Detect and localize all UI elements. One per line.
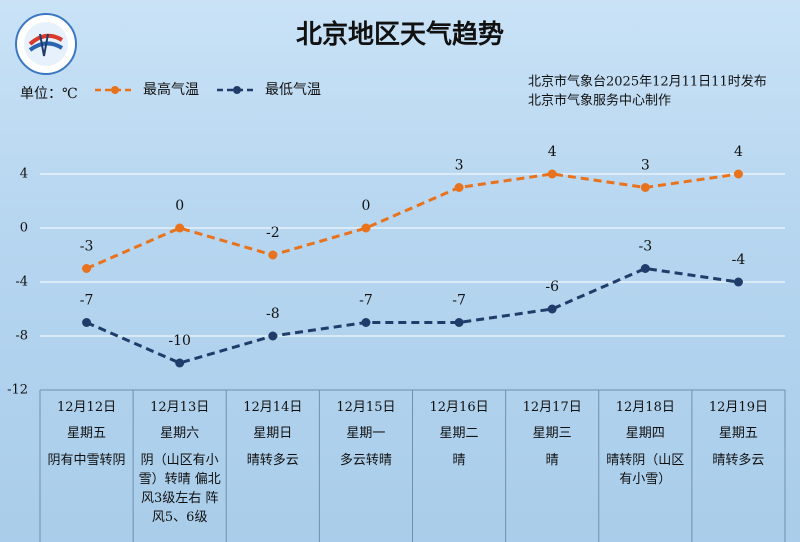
- y-tick-label: 4: [20, 167, 28, 182]
- data-point: [82, 318, 92, 327]
- data-point: [454, 183, 464, 192]
- data-label: -6: [545, 279, 559, 295]
- legend-marker: [111, 86, 119, 94]
- chart-title: 北京地区天气趋势: [296, 19, 504, 50]
- data-point: [82, 264, 92, 273]
- data-label: -3: [638, 239, 652, 255]
- data-point: [454, 318, 464, 327]
- data-label: -7: [80, 293, 94, 309]
- unit-label: 单位：℃: [20, 86, 78, 102]
- weather-label: 晴转阴（山区有小雪）: [606, 453, 685, 487]
- data-point: [175, 223, 185, 233]
- date-label: 12月13日: [150, 400, 210, 415]
- weather-label: 晴: [452, 453, 466, 468]
- date-label: 12月15日: [336, 400, 396, 415]
- data-point: [733, 277, 743, 287]
- data-label: -10: [168, 333, 191, 349]
- data-point: [175, 358, 185, 368]
- data-label: -8: [266, 306, 280, 322]
- weather-label: 晴转多云: [246, 453, 299, 468]
- data-point: [640, 183, 650, 192]
- data-label: 4: [548, 144, 557, 160]
- data-point: [640, 264, 650, 273]
- series-line: [85, 172, 739, 270]
- weekday-label: 星期一: [346, 426, 386, 441]
- weekday-label: 星期五: [718, 426, 758, 441]
- data-label: 3: [641, 158, 650, 174]
- date-label: 12月12日: [57, 400, 117, 415]
- producer: 北京市气象服务中心制作: [528, 93, 671, 109]
- data-point: [547, 304, 557, 314]
- weekday-label: 星期日: [253, 426, 293, 441]
- date-label: 12月18日: [615, 400, 675, 415]
- weather-label: 多云转晴: [339, 453, 392, 468]
- data-label: 0: [175, 198, 184, 214]
- weather-label: 晴: [545, 453, 559, 468]
- weekday-label: 星期五: [67, 426, 107, 441]
- legend-marker: [233, 86, 241, 94]
- data-point: [361, 318, 371, 327]
- weather-label: 阴（山区有小雪）转晴 偏北风3级左右 阵风5、6级: [138, 453, 221, 525]
- data-label: 0: [361, 198, 370, 214]
- logo: [15, 13, 77, 75]
- issuer: 北京市气象台2025年12月11日11时发布: [528, 74, 767, 90]
- weather-label: 晴转多云: [712, 453, 765, 468]
- data-label: -4: [732, 252, 746, 268]
- data-point: [361, 223, 371, 233]
- data-point: [268, 331, 278, 341]
- data-label: -3: [80, 239, 94, 255]
- weekday-label: 星期二: [439, 426, 479, 441]
- data-label: -7: [359, 293, 373, 309]
- data-label: 4: [734, 144, 743, 160]
- weekday-label: 星期六: [160, 426, 200, 441]
- y-tick-label: -12: [7, 383, 28, 398]
- y-tick-label: -4: [15, 275, 28, 290]
- legend-label: 最低气温: [265, 82, 321, 98]
- y-tick-label: -8: [15, 329, 28, 344]
- date-label: 12月14日: [243, 400, 303, 415]
- data-point: [547, 169, 557, 179]
- legend-label: 最高气温: [143, 81, 199, 98]
- data-point: [268, 250, 278, 260]
- data-label: 3: [455, 158, 464, 174]
- series-line: [85, 266, 739, 365]
- data-label: -2: [266, 225, 280, 241]
- date-label: 12月16日: [429, 400, 489, 415]
- weekday-label: 星期四: [625, 426, 665, 441]
- weather-label: 阴有中雪转阴: [47, 453, 126, 468]
- date-label: 12月17日: [522, 400, 582, 415]
- data-point: [733, 169, 743, 179]
- weekday-label: 星期三: [532, 426, 572, 441]
- y-tick-label: 0: [20, 221, 28, 236]
- date-label: 12月19日: [708, 400, 768, 415]
- data-label: -7: [452, 293, 466, 309]
